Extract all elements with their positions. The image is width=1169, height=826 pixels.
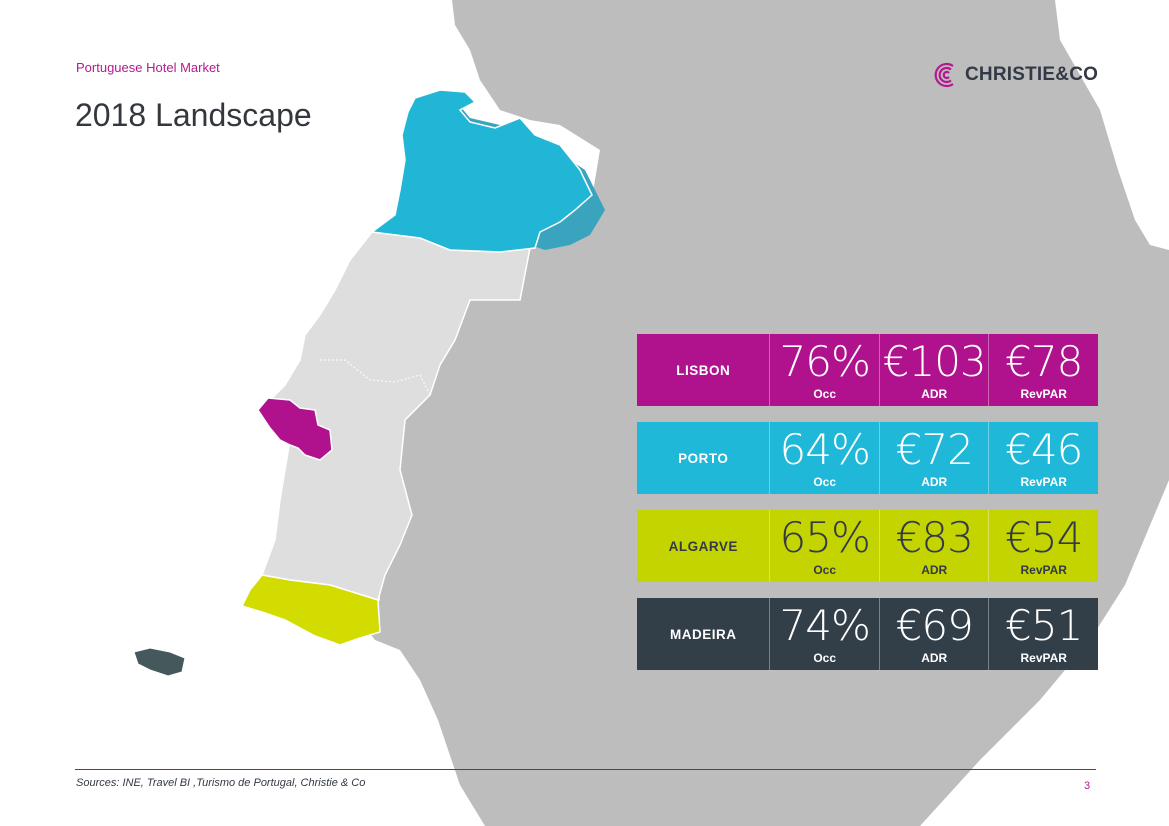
region-label: PORTO xyxy=(678,450,729,466)
portugal-district-border xyxy=(320,359,431,396)
region-label: ALGARVE xyxy=(668,538,738,554)
adr-cell: €83 ADR xyxy=(878,510,989,582)
occ-label: Occ xyxy=(813,475,837,489)
sources-note: Sources: INE, Travel BI ,Turismo de Port… xyxy=(76,777,366,789)
madeira-island xyxy=(133,647,186,677)
adr-value: €69 xyxy=(895,601,974,650)
kpi-row-madeira: MADEIRA 74% Occ €69 ADR €51 RevPAR xyxy=(637,598,1098,670)
revpar-value: €46 xyxy=(1005,425,1083,474)
revpar-cell: €54 RevPAR xyxy=(988,510,1098,582)
occ-value: 65% xyxy=(779,513,871,562)
adr-cell: €72 ADR xyxy=(878,422,989,494)
north-region xyxy=(370,89,593,253)
kpi-row-porto: PORTO 64% Occ €72 ADR €46 RevPAR xyxy=(637,422,1098,494)
revpar-value: €51 xyxy=(1005,601,1083,650)
occ-label: Occ xyxy=(813,563,837,577)
page-number: 3 xyxy=(1084,780,1091,792)
adr-cell: €103 ADR xyxy=(878,334,989,406)
adr-label: ADR xyxy=(921,387,948,401)
revpar-value: €54 xyxy=(1005,513,1083,562)
kpi-row-algarve: ALGARVE 65% Occ €83 ADR €54 RevPAR xyxy=(637,510,1098,582)
revpar-label: RevPAR xyxy=(1020,651,1067,665)
christie-co-logo: CHRISTIE&CO xyxy=(931,60,1098,90)
lisbon-region xyxy=(257,397,333,461)
revpar-label: RevPAR xyxy=(1020,387,1067,401)
algarve-region xyxy=(240,574,381,646)
occ-value: 64% xyxy=(779,425,871,474)
region-label: LISBON xyxy=(676,362,731,378)
section-kicker: Portuguese Hotel Market xyxy=(76,60,220,75)
adr-value: €83 xyxy=(895,513,974,562)
adr-value: €72 xyxy=(895,425,974,474)
logo-wordmark: CHRISTIE&CO xyxy=(965,64,1099,85)
revpar-label: RevPAR xyxy=(1020,475,1067,489)
adr-label: ADR xyxy=(921,563,948,577)
occ-cell: 65% Occ xyxy=(769,510,879,582)
occ-cell: 76% Occ xyxy=(769,334,879,406)
revpar-label: RevPAR xyxy=(1020,563,1067,577)
footer-divider xyxy=(75,769,1096,770)
christie-co-mark-icon xyxy=(934,62,954,88)
adr-cell: €69 ADR xyxy=(878,598,989,670)
occ-value: 76% xyxy=(779,337,871,386)
occ-cell: 74% Occ xyxy=(769,598,879,670)
revpar-value: €78 xyxy=(1005,337,1083,386)
revpar-cell: €46 RevPAR xyxy=(988,422,1098,494)
page-title: 2018 Landscape xyxy=(75,97,312,133)
revpar-cell: €78 RevPAR xyxy=(988,334,1098,406)
adr-label: ADR xyxy=(921,651,948,665)
occ-value: 74% xyxy=(779,601,871,650)
occ-label: Occ xyxy=(813,387,837,401)
adr-value: €103 xyxy=(882,337,987,386)
region-label: MADEIRA xyxy=(669,626,737,642)
adr-label: ADR xyxy=(921,475,948,489)
occ-label: Occ xyxy=(813,651,837,665)
kpi-row-lisbon: LISBON 76% Occ €103 ADR €78 RevPAR xyxy=(637,334,1098,406)
occ-cell: 64% Occ xyxy=(769,422,879,494)
revpar-cell: €51 RevPAR xyxy=(988,598,1098,670)
